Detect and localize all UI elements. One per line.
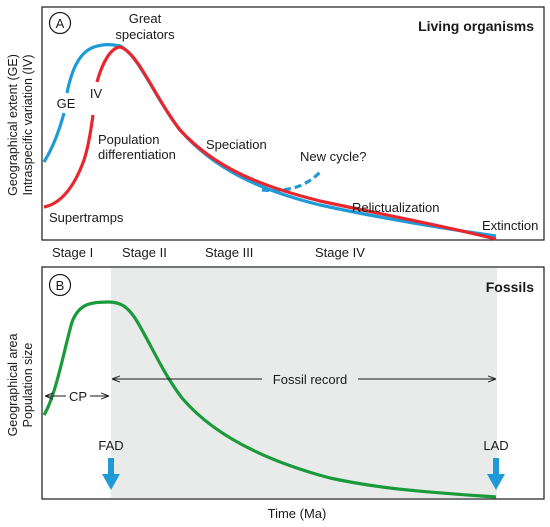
lad-label: LAD bbox=[483, 438, 508, 453]
lad-arrow-icon bbox=[487, 458, 505, 490]
fad-label: FAD bbox=[98, 438, 123, 453]
cp-label: CP bbox=[69, 389, 87, 404]
panel-b-letter-circle bbox=[48, 273, 72, 297]
label-pop-line1: Population bbox=[98, 132, 159, 147]
label-iv: IV bbox=[90, 86, 103, 101]
iv-curve-rise bbox=[43, 114, 95, 209]
label-ge: GE bbox=[57, 96, 76, 111]
ge-curve-rise bbox=[42, 112, 66, 163]
fossil-record-label: Fossil record bbox=[273, 372, 347, 387]
panel-b-title: Fossils bbox=[486, 279, 534, 295]
stage-4: Stage IV bbox=[315, 245, 365, 260]
fossil-record-shading bbox=[111, 268, 497, 498]
stage-row: Stage I Stage II Stage III Stage IV bbox=[52, 245, 365, 260]
panel-a: A Living organisms Geographical extent (… bbox=[6, 6, 545, 241]
panel-a-title: Living organisms bbox=[418, 18, 534, 34]
panel-b-ylabel-line1: Geographical area bbox=[6, 334, 20, 437]
panel-a-ylabel-line2: Intraspecific variation (IV) bbox=[21, 54, 35, 195]
panel-a-letter-circle bbox=[48, 11, 72, 35]
label-supertramps: Supertramps bbox=[49, 210, 124, 225]
iv-curve-main bbox=[95, 45, 497, 241]
ge-new-cycle-dashed bbox=[261, 170, 322, 193]
label-new-cycle: New cycle? bbox=[300, 149, 366, 164]
label-extinction: Extinction bbox=[482, 218, 538, 233]
panel-b-ylabel-line2: Population size bbox=[21, 343, 35, 428]
fossil-curve bbox=[42, 300, 497, 499]
label-great-line1: Great bbox=[129, 11, 162, 26]
label-relictualization: Relictualization bbox=[352, 200, 439, 215]
label-pop-line2: differentiation bbox=[98, 147, 176, 162]
panel-a-ylabel-line1: Geographical extent (GE) bbox=[6, 54, 20, 196]
label-great-line2: speciators bbox=[115, 27, 175, 42]
panel-b-letter: B bbox=[56, 278, 65, 293]
label-speciation: Speciation bbox=[206, 137, 267, 152]
fad-arrow-icon bbox=[102, 458, 120, 490]
panel-a-frame bbox=[41, 6, 545, 241]
stage-3: Stage III bbox=[205, 245, 253, 260]
x-axis-label: Time (Ma) bbox=[268, 506, 327, 521]
panel-b: B Fossils Geographical area Population s… bbox=[6, 266, 545, 500]
stage-1: Stage I bbox=[52, 245, 93, 260]
panel-a-letter: A bbox=[56, 16, 65, 31]
stage-2: Stage II bbox=[122, 245, 167, 260]
